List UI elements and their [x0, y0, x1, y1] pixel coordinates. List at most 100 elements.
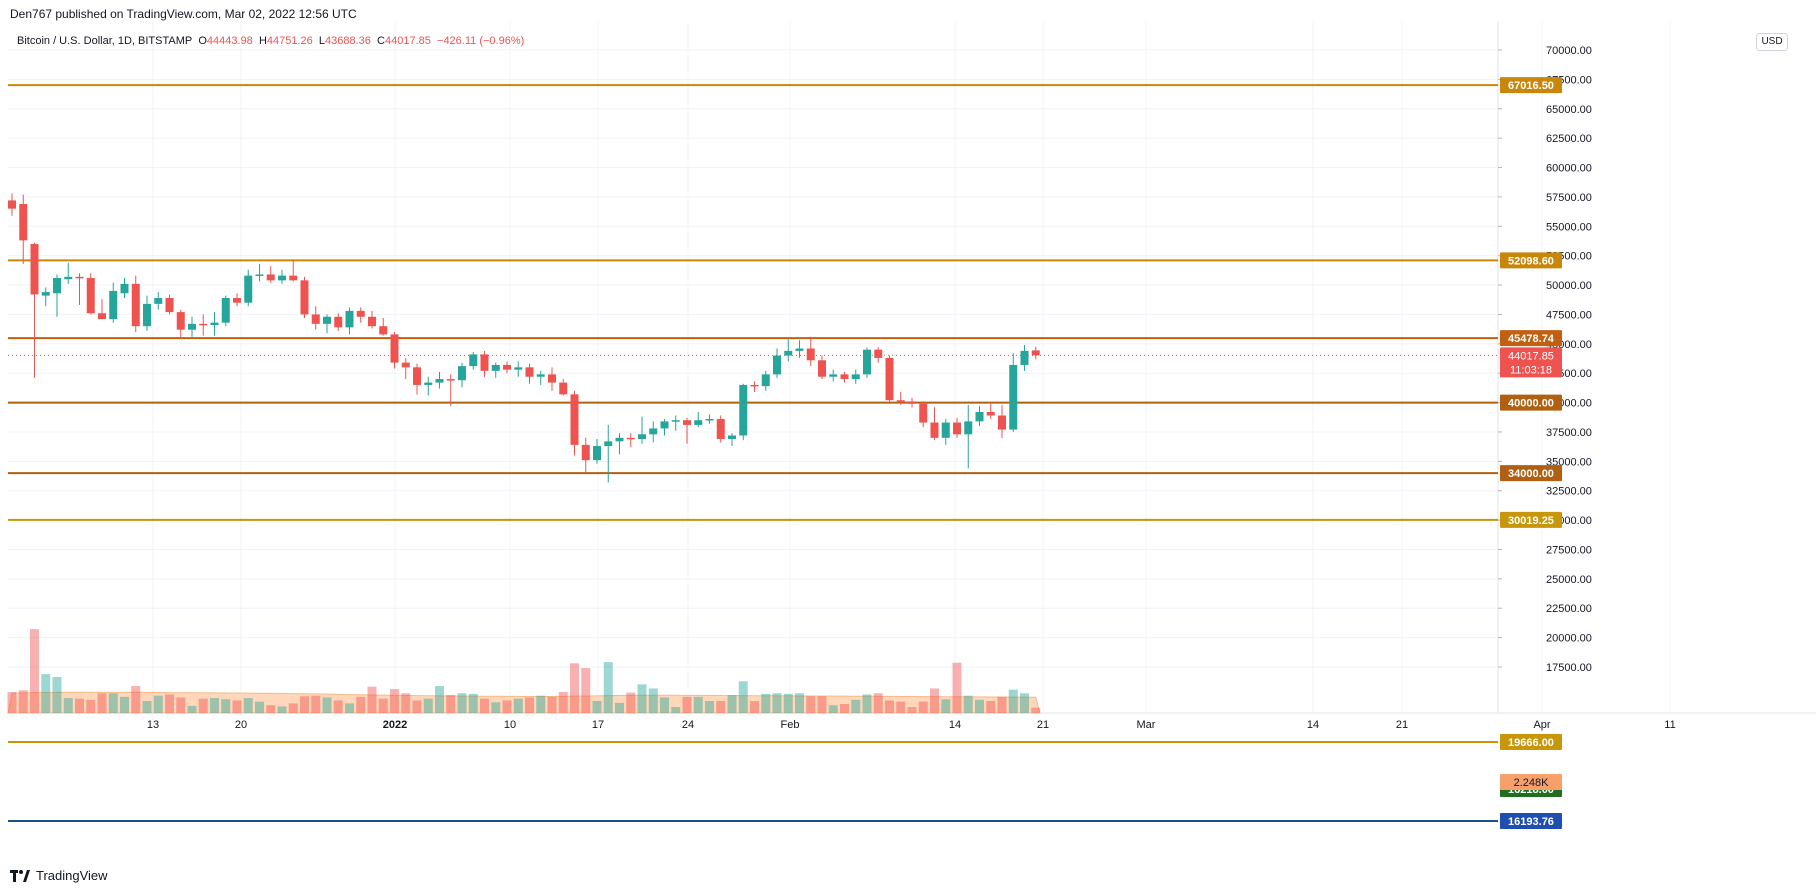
candle-body: [525, 367, 534, 377]
volume-bar: [468, 693, 478, 713]
candle-body: [356, 310, 365, 317]
volume-bar: [322, 697, 332, 713]
candle-body: [289, 275, 298, 281]
candle-body: [188, 323, 196, 330]
time-tick-label: Feb: [781, 719, 800, 731]
volume-bar: [356, 696, 366, 713]
candle-body: [390, 334, 399, 363]
volume-bar: [716, 701, 726, 713]
candle-body: [86, 277, 95, 314]
candle-body: [930, 422, 939, 438]
volume-bar: [1031, 707, 1041, 713]
candle-body: [818, 360, 826, 377]
price-tick-label: 22500.00: [1546, 603, 1592, 615]
candle-body: [536, 374, 545, 377]
volume-bar: [165, 694, 174, 713]
volume-bar: [907, 707, 917, 713]
time-tick-label: 21: [1037, 719, 1049, 731]
close-value: 44017.85: [385, 35, 431, 47]
candle-body: [593, 446, 601, 461]
volume-bar: [525, 697, 534, 713]
candle-body: [98, 313, 106, 320]
level-label: 30019.25: [1508, 515, 1554, 527]
time-tick-label: Apr: [1533, 719, 1550, 731]
price-axis: 70000.0067500.0065000.0062500.0060000.00…: [1498, 45, 1592, 674]
price-tick-label: 47500.00: [1546, 309, 1592, 321]
volume-ma-area: [7, 691, 1041, 714]
price-tick-label: 25000.00: [1546, 574, 1592, 586]
candle-body: [998, 415, 1006, 430]
candle-body: [244, 275, 253, 303]
volume-bar: [828, 705, 838, 713]
volume-bar: [660, 697, 669, 713]
volume-label: 2.248K: [1514, 777, 1550, 789]
last-price-label-bg: [1500, 347, 1562, 378]
level-label: 40000.00: [1508, 398, 1554, 410]
candle-body: [739, 384, 748, 436]
price-tick-label: 32500.00: [1546, 486, 1592, 498]
volume-bar: [288, 703, 298, 713]
volume-bar: [120, 696, 129, 713]
volume-bar: [18, 690, 28, 713]
level-label-bg: [1500, 511, 1562, 528]
time-tick-label: 2022: [383, 719, 407, 731]
price-tick-label: 65000.00: [1546, 104, 1592, 116]
volume-bar: [333, 700, 343, 713]
volume-bar: [243, 698, 253, 713]
volume-bar: [603, 662, 613, 713]
volume-bar: [491, 702, 501, 713]
volume-bar: [873, 693, 883, 713]
volume-bar: [153, 695, 163, 713]
volume-bar: [210, 698, 219, 713]
volume-bar: [457, 693, 467, 713]
candle-body: [491, 364, 500, 371]
candle-body: [300, 280, 309, 315]
volume-bar: [772, 693, 782, 713]
volume-bar: [1020, 693, 1029, 713]
candle-body: [975, 411, 984, 422]
candle-body: [953, 422, 961, 435]
candle-body: [626, 437, 635, 440]
volume-bar: [63, 698, 73, 713]
tradingview-logo[interactable]: TradingView: [10, 868, 108, 883]
candle-body: [908, 401, 916, 404]
volume-bar: [41, 674, 51, 713]
volume-bar: [108, 693, 118, 713]
candle-body: [131, 283, 140, 327]
price-tick-label: 57500.00: [1546, 192, 1592, 204]
candle-body: [806, 348, 815, 361]
time-tick-label: 14: [949, 719, 961, 731]
time-tick-label: 14: [1307, 719, 1319, 731]
volume-bar: [963, 695, 973, 713]
open-value: 44443.98: [206, 35, 253, 47]
volume-bar: [558, 692, 568, 713]
candle-body: [154, 297, 163, 304]
level-label: 45478.74: [1508, 333, 1555, 345]
candle-body: [885, 357, 894, 401]
volume-bar: [423, 698, 433, 713]
level-label-bg: [1500, 394, 1562, 411]
candle-body: [233, 297, 241, 303]
candle-body: [120, 283, 129, 294]
volume-bar: [705, 701, 714, 713]
candle-body: [851, 374, 860, 380]
volume-bar: [671, 707, 681, 713]
candle-body: [278, 275, 286, 281]
candle-body: [559, 382, 568, 395]
candle-body: [30, 243, 39, 295]
chart-grid: [8, 22, 1816, 714]
candle-body: [109, 290, 118, 320]
level-label: 52098.60: [1508, 255, 1554, 267]
candle-body: [210, 322, 219, 326]
candle-body: [840, 374, 849, 380]
currency-button[interactable]: USD: [1756, 33, 1788, 51]
tradingview-brand: TradingView: [36, 868, 108, 883]
candle-body: [964, 421, 973, 435]
volume-bar: [761, 693, 771, 713]
candle-body: [480, 354, 489, 371]
time-tick-label: 10: [504, 719, 516, 731]
candle-body: [829, 374, 838, 377]
volume-bar: [300, 696, 309, 713]
